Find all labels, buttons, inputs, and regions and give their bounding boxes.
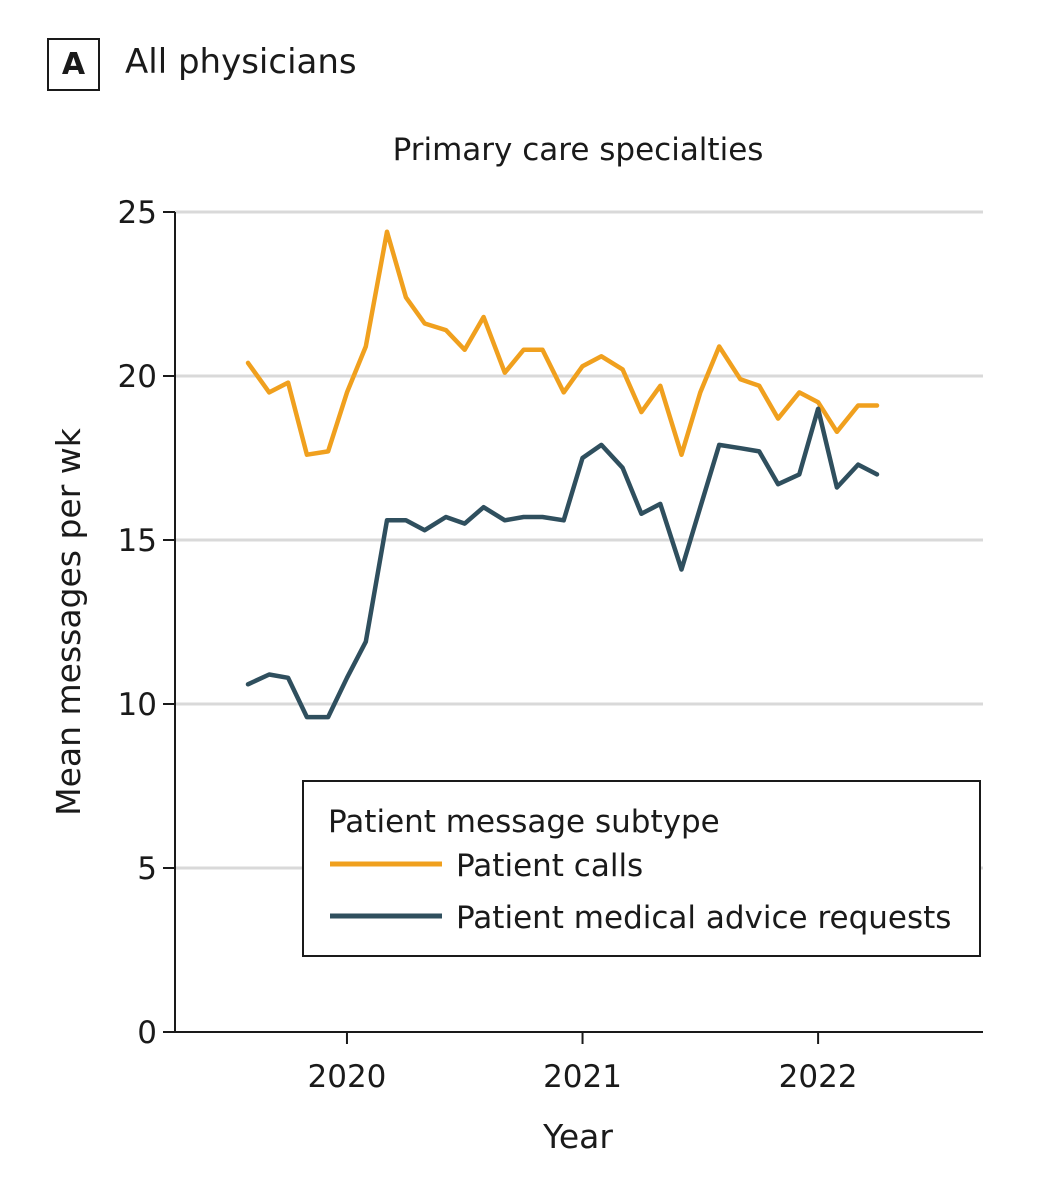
x-axis-title: Year — [542, 1117, 613, 1156]
y-tick-label-0: 0 — [137, 1015, 157, 1051]
series-line-patient-calls — [245, 229, 880, 457]
x-tick-label-2022: 2022 — [779, 1059, 858, 1095]
series-layer — [245, 229, 880, 720]
y-axis-ticks: 0 5 10 15 20 25 — [118, 195, 175, 1051]
y-axis-title: Mean messages per wk — [49, 427, 88, 816]
legend-label-patient-calls: Patient calls — [456, 848, 643, 884]
axes — [174, 212, 983, 1033]
chart-title: Primary care specialties — [393, 132, 764, 168]
y-tick-label-10: 10 — [118, 687, 157, 723]
legend: Patient message subtype Patient calls Pa… — [302, 780, 981, 957]
y-tick-label-15: 15 — [118, 523, 157, 559]
series-line-medical-advice-requests — [245, 406, 880, 720]
legend-title: Patient message subtype — [328, 804, 720, 840]
x-axis-ticks: 2020 2021 2022 — [308, 1032, 858, 1095]
legend-box — [302, 780, 981, 957]
grid-lines — [175, 210, 983, 870]
x-tick-label-2020: 2020 — [308, 1059, 387, 1095]
y-tick-label-5: 5 — [137, 851, 157, 887]
panel-letter: A — [61, 47, 86, 82]
x-tick-label-2021: 2021 — [543, 1059, 622, 1095]
panel-title: All physicians — [125, 42, 357, 82]
legend-label-medical-advice-requests: Patient medical advice requests — [456, 900, 951, 936]
y-tick-label-20: 20 — [118, 359, 157, 395]
panel-label-box: A — [47, 38, 100, 91]
y-tick-label-25: 25 — [118, 195, 157, 231]
